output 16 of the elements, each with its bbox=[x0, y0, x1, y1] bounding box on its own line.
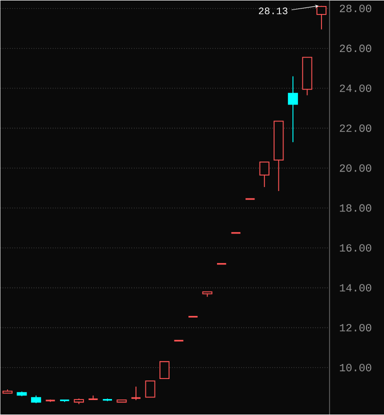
y-tick-label: 16.00 bbox=[340, 244, 371, 252]
y-tick-label: 22.00 bbox=[340, 124, 371, 132]
y-tick-label: 28.00 bbox=[340, 4, 371, 12]
candlestick bbox=[259, 162, 270, 188]
y-tick-label: 12.00 bbox=[340, 324, 371, 332]
y-tick-label: 18.00 bbox=[340, 204, 371, 212]
candlestick bbox=[159, 361, 170, 380]
candlestick bbox=[144, 380, 156, 398]
y-tick-label: 26.00 bbox=[340, 44, 371, 52]
y-tick-label: 24.00 bbox=[340, 84, 371, 92]
candlestick bbox=[130, 386, 142, 401]
candlestick bbox=[288, 76, 298, 143]
annotation: 28.13 bbox=[258, 7, 288, 14]
y-tick-label: 10.00 bbox=[340, 364, 371, 372]
y-tick-label: 14.00 bbox=[340, 284, 371, 292]
y-tick-label: 20.00 bbox=[340, 164, 371, 172]
